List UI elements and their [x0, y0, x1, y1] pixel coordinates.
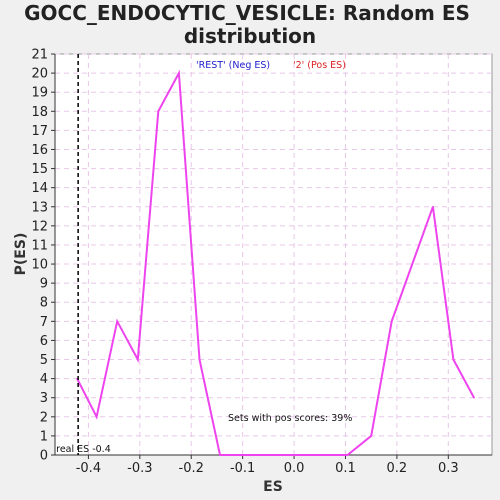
data-point — [370, 435, 372, 437]
y-tick-label: 17 — [31, 124, 48, 139]
y-tick-label: 9 — [40, 277, 48, 292]
data-point — [260, 454, 262, 456]
x-tick-label: -0.4 — [76, 461, 101, 476]
data-point — [281, 454, 283, 456]
legend-entry-pos: '2' (Pos ES) — [293, 60, 346, 71]
data-point — [137, 359, 139, 361]
data-point — [96, 416, 98, 418]
legend-entry-neg: 'REST' (Neg ES) — [196, 60, 270, 71]
data-point — [432, 206, 434, 208]
real-es-label: real ES -0.4 — [56, 444, 111, 455]
chart-title-line-2: distribution — [184, 24, 316, 48]
data-point — [453, 359, 455, 361]
y-tick-label: 4 — [40, 372, 48, 387]
y-tick-label: 16 — [31, 143, 48, 158]
x-tick-label: 0.2 — [387, 461, 408, 476]
x-tick-label: -0.3 — [127, 461, 152, 476]
y-tick-label: 8 — [40, 296, 48, 311]
y-tick-label: 14 — [31, 181, 48, 196]
data-point — [347, 454, 349, 456]
pos-scores-annotation: Sets with pos scores: 39% — [228, 413, 352, 424]
data-point — [116, 321, 118, 323]
y-tick-label: 15 — [31, 162, 48, 177]
y-tick-label: 13 — [31, 200, 48, 215]
chart-title-line-1: GOCC_ENDOCYTIC_VESICLE: Random ES — [24, 1, 470, 25]
data-point — [240, 454, 242, 456]
y-tick-label: 21 — [31, 48, 48, 63]
x-axis-label: ES — [263, 479, 283, 495]
plot-area — [55, 54, 492, 455]
y-tick-label: 12 — [31, 219, 48, 234]
x-tick-label: 0.3 — [438, 461, 459, 476]
data-point — [178, 72, 180, 74]
x-tick-label: -0.1 — [230, 461, 255, 476]
y-tick-label: 19 — [31, 86, 48, 101]
data-point — [391, 321, 393, 323]
data-point — [322, 454, 324, 456]
y-tick-label: 7 — [40, 315, 48, 330]
x-tick-label: 0.0 — [284, 461, 305, 476]
y-tick-label: 20 — [31, 67, 48, 82]
y-tick-label: 2 — [40, 410, 48, 425]
data-point — [301, 454, 303, 456]
y-tick-label: 10 — [31, 258, 48, 273]
data-point — [412, 263, 414, 265]
y-tick-label: 6 — [40, 334, 48, 349]
y-axis-label: P(ES) — [13, 233, 29, 276]
y-tick-label: 5 — [40, 353, 48, 368]
y-tick-label: 0 — [40, 449, 48, 464]
y-tick-label: 1 — [40, 429, 48, 444]
x-tick-label: 0.1 — [335, 461, 356, 476]
data-point — [199, 359, 201, 361]
data-point — [158, 110, 160, 112]
x-tick-label: -0.2 — [179, 461, 204, 476]
y-tick-label: 11 — [31, 238, 48, 253]
data-point — [219, 454, 221, 456]
y-tick-label: 3 — [40, 391, 48, 406]
data-point — [473, 397, 475, 399]
y-tick-label: 18 — [31, 105, 48, 120]
